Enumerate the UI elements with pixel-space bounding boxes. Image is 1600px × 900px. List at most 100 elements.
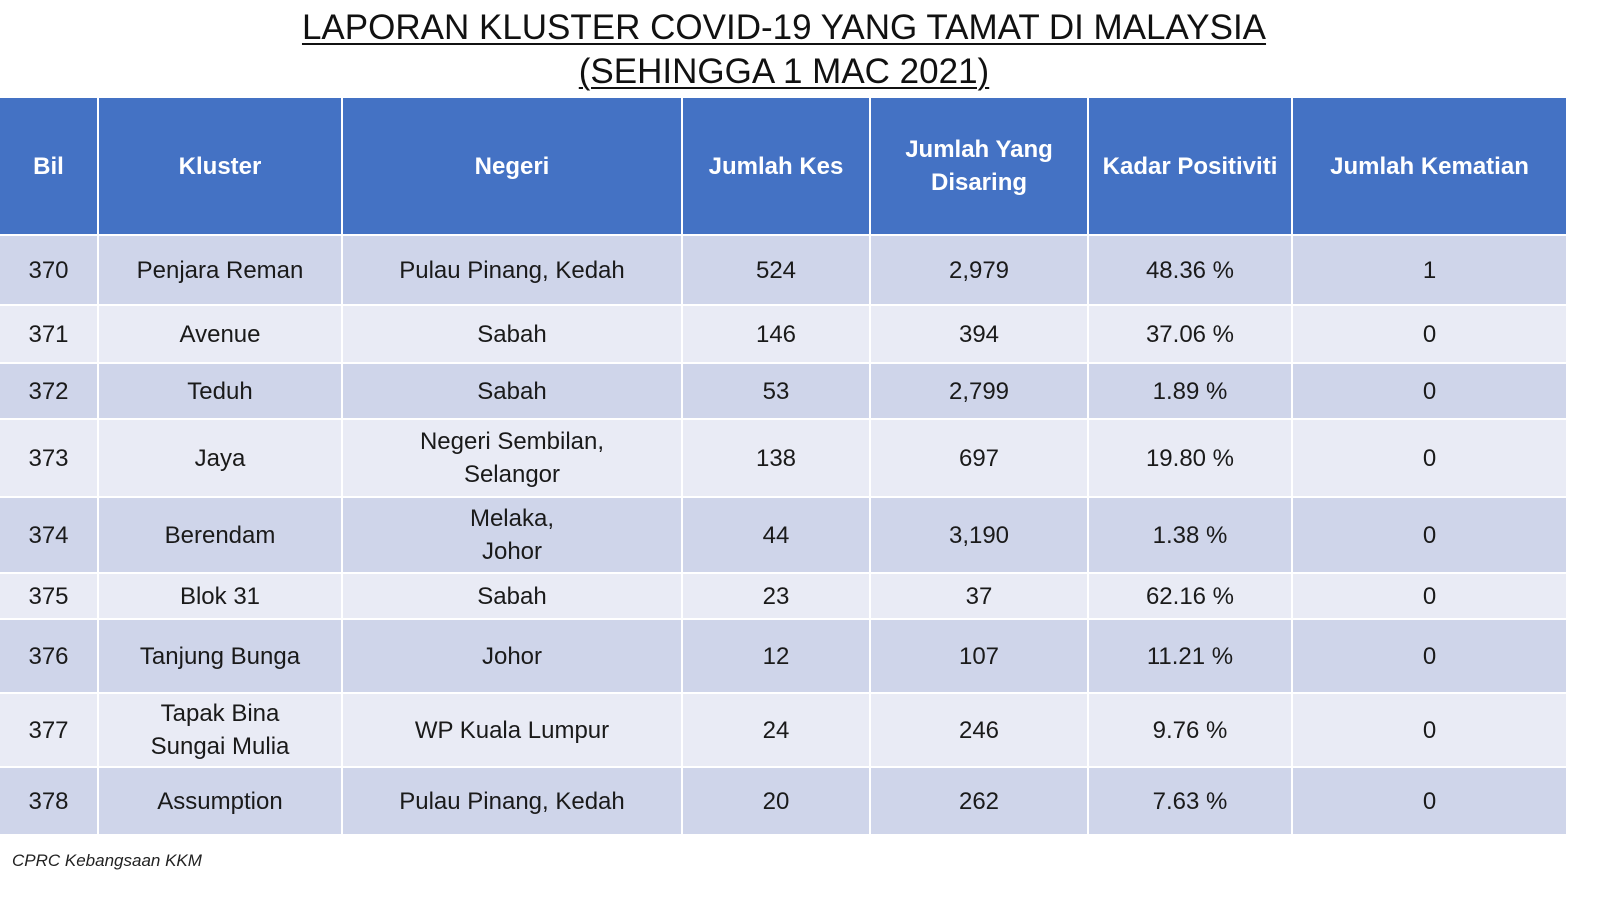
cell-kadar-positiviti: 7.63 % (1089, 768, 1291, 834)
column-header-kluster: Kluster (99, 98, 341, 234)
cell-bil: 374 (0, 498, 97, 572)
source-credit: CPRC Kebangsaan KKM (12, 851, 202, 870)
table-row: 372 Teduh Sabah 53 2,799 1.89 % 0 (0, 364, 1566, 418)
table-row: 374 Berendam Melaka, Johor 44 3,190 1.38 % 0 (0, 498, 1566, 572)
cell-bil: 373 (0, 420, 97, 496)
column-header-kadar-positiviti: Kadar Positiviti (1089, 98, 1291, 234)
cell-jumlah-disaring: 37 (871, 574, 1087, 618)
cell-kluster: Tapak Bina Sungai Mulia (99, 694, 341, 766)
cell-negeri-line: Johor (481, 538, 543, 565)
cell-jumlah-disaring: 246 (871, 694, 1087, 766)
table-row: 378 Assumption Pulau Pinang, Kedah 20 262 7.6… (0, 768, 1566, 834)
cell-kluster: Teduh (99, 364, 341, 418)
cell-jumlah-disaring: 262 (871, 768, 1087, 834)
cell-jumlah-kematian: 0 (1293, 768, 1566, 834)
cell-kadar-positiviti: 37.06 % (1089, 306, 1291, 362)
cell-jumlah-disaring: 394 (871, 306, 1087, 362)
cell-kluster: Penjara Reman (99, 236, 341, 304)
cell-jumlah-kematian: 0 (1293, 498, 1566, 572)
cell-kadar-positiviti: 1.38 % (1089, 498, 1291, 572)
cell-negeri: Pulau Pinang, Kedah (343, 768, 681, 834)
table-row: 370 Penjara Reman Pulau Pinang, Kedah 524 2,… (0, 236, 1566, 304)
cell-kluster-line: Tanjung Bunga (139, 642, 301, 670)
cell-jumlah-kematian: 0 (1293, 694, 1566, 766)
cell-bil: 376 (0, 620, 97, 692)
cell-kadar-positiviti: 11.21 % (1089, 620, 1291, 692)
report-title: LAPORAN KLUSTER COVID-19 YANG TAMAT DI M… (0, 6, 1568, 94)
cell-jumlah-disaring: 107 (871, 620, 1087, 692)
cell-negeri-line: Sabah (477, 582, 547, 610)
cell-kluster: Jaya (99, 420, 341, 496)
cell-bil: 372 (0, 364, 97, 418)
cell-negeri-line: Sabah (477, 320, 547, 348)
cell-kluster: Avenue (99, 306, 341, 362)
cell-negeri: WP Kuala Lumpur (343, 694, 681, 766)
cell-kluster-line: Teduh (187, 377, 253, 405)
column-header-jumlah-disaring-line: Disaring (930, 169, 1028, 196)
cell-jumlah-disaring: 2,979 (871, 236, 1087, 304)
cell-bil: 375 (0, 574, 97, 618)
cell-negeri-line: Johor (481, 642, 543, 670)
cell-kluster: Tanjung Bunga (99, 620, 341, 692)
column-header-jumlah-disaring: Jumlah Yang Disaring (871, 98, 1087, 234)
cell-kluster-line: Assumption (157, 787, 283, 815)
cell-bil: 378 (0, 768, 97, 834)
cell-jumlah-kematian: 0 (1293, 620, 1566, 692)
column-header-jumlah-kes: Jumlah Kes (683, 98, 869, 234)
cell-jumlah-kematian: 0 (1293, 420, 1566, 496)
cell-jumlah-kes: 44 (683, 498, 869, 572)
cell-negeri: Johor (343, 620, 681, 692)
table-row: 377 Tapak Bina Sungai Mulia WP Kuala Lumpur… (0, 694, 1566, 766)
cell-jumlah-kematian: 0 (1293, 364, 1566, 418)
table-row: 376 Tanjung Bunga Johor 12 107 11.21 % 0 (0, 620, 1566, 692)
cell-jumlah-kes: 53 (683, 364, 869, 418)
cell-jumlah-kes: 12 (683, 620, 869, 692)
table-body: 370 Penjara Reman Pulau Pinang, Kedah 524 2,… (0, 236, 1566, 834)
cell-kluster-line: Blok 31 (179, 582, 261, 610)
cell-kadar-positiviti: 1.89 % (1089, 364, 1291, 418)
cell-negeri-line: WP Kuala Lumpur (414, 716, 610, 744)
cell-negeri-line: Selangor (463, 461, 561, 488)
cell-negeri: Sabah (343, 306, 681, 362)
cell-jumlah-kes: 524 (683, 236, 869, 304)
cell-negeri: Sabah (343, 574, 681, 618)
cell-jumlah-kematian: 0 (1293, 306, 1566, 362)
cell-bil: 371 (0, 306, 97, 362)
cell-kadar-positiviti: 62.16 % (1089, 574, 1291, 618)
cell-bil: 370 (0, 236, 97, 304)
table-row: 371 Avenue Sabah 146 394 37.06 % 0 (0, 306, 1566, 362)
cell-jumlah-kes: 138 (683, 420, 869, 496)
cell-jumlah-kes: 23 (683, 574, 869, 618)
cell-negeri-line: Pulau Pinang, Kedah (399, 787, 625, 815)
cell-kadar-positiviti: 48.36 % (1089, 236, 1291, 304)
cell-jumlah-kes: 24 (683, 694, 869, 766)
cell-negeri: Sabah (343, 364, 681, 418)
cell-jumlah-kes: 20 (683, 768, 869, 834)
table-row: 375 Blok 31 Sabah 23 37 62.16 % 0 (0, 574, 1566, 618)
column-header-jumlah-disaring-line: Jumlah Yang (905, 136, 1053, 163)
cell-jumlah-kematian: 1 (1293, 236, 1566, 304)
table-row: 373 Jaya Negeri Sembilan, Selangor 138 697 19.… (0, 420, 1566, 496)
report-title-line-1: LAPORAN KLUSTER COVID-19 YANG TAMAT DI M… (301, 8, 1267, 47)
cell-kluster-line: Berendam (164, 521, 276, 549)
cell-jumlah-kematian: 0 (1293, 574, 1566, 618)
cell-kluster-line: Tapak Bina (160, 700, 280, 727)
cell-kluster: Blok 31 (99, 574, 341, 618)
cluster-table: Bil Kluster Negeri Jumlah Kes Jumlah Yan… (0, 96, 1568, 836)
cell-negeri-line: Sabah (477, 377, 547, 405)
column-header-bil: Bil (0, 98, 97, 234)
cell-kadar-positiviti: 9.76 % (1089, 694, 1291, 766)
cell-jumlah-disaring: 697 (871, 420, 1087, 496)
report-title-line-2: (SEHINGGA 1 MAC 2021) (578, 52, 990, 91)
cell-negeri-line: Melaka, (469, 505, 555, 532)
cell-jumlah-kes: 146 (683, 306, 869, 362)
cell-kluster: Berendam (99, 498, 341, 572)
cell-negeri: Melaka, Johor (343, 498, 681, 572)
table-header-row: Bil Kluster Negeri Jumlah Kes Jumlah Yan… (0, 98, 1566, 234)
cell-bil: 377 (0, 694, 97, 766)
cell-kluster: Assumption (99, 768, 341, 834)
cell-negeri-line: Pulau Pinang, Kedah (399, 256, 625, 284)
cell-kluster-line: Sungai Mulia (150, 733, 290, 760)
cell-jumlah-disaring: 3,190 (871, 498, 1087, 572)
column-header-negeri: Negeri (343, 98, 681, 234)
